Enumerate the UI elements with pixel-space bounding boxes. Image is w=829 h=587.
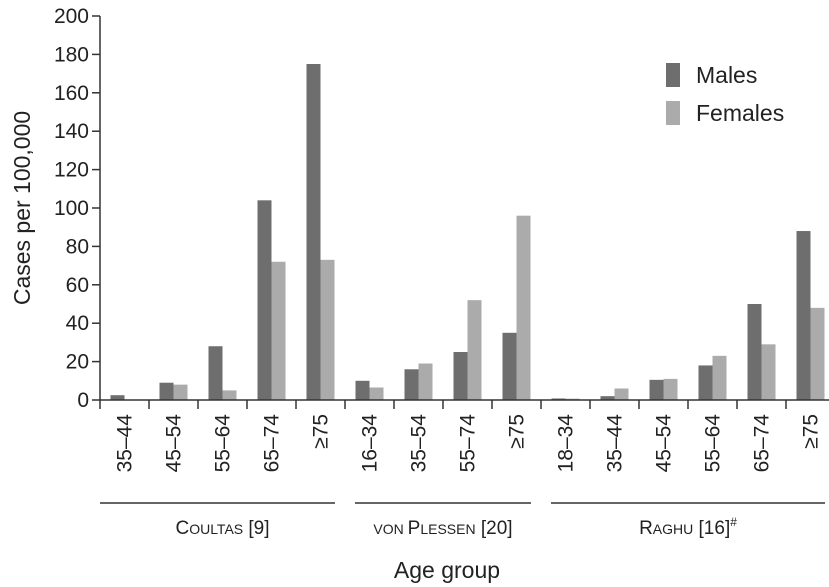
male-bar <box>404 369 419 400</box>
male-bar <box>649 379 664 400</box>
x-axis-title: Age group <box>394 557 500 583</box>
x-tick-label: 16–34 <box>359 414 382 473</box>
x-tick-label: 35–44 <box>114 414 137 473</box>
legend-swatch <box>666 63 680 87</box>
female-bar <box>173 384 188 400</box>
x-tick-label: ≥75 <box>800 414 823 449</box>
x-axis: 35–44 45–54 55–64 65–74 ≥75 16–34 35–54 55–74 ≥7… <box>99 399 829 473</box>
y-tick-label: 160 <box>54 82 89 105</box>
male-bar <box>159 382 174 400</box>
group-label: COULTAS [9] <box>175 518 269 539</box>
y-tick-label: 40 <box>66 312 89 335</box>
y-axis-title: Cases per 100,000 <box>9 111 35 305</box>
legend-label: Males <box>696 62 757 88</box>
legend-label: Females <box>696 100 784 126</box>
y-tick-label: 180 <box>54 43 89 66</box>
male-bar <box>796 231 811 400</box>
y-tick-label: 200 <box>54 5 89 28</box>
y-tick-label: 60 <box>66 274 89 297</box>
x-tick-label: 65–74 <box>261 414 284 473</box>
male-bar <box>747 304 762 400</box>
y-tick-label: 100 <box>54 197 89 220</box>
legend: Males Females <box>666 62 784 126</box>
female-bar <box>418 363 433 400</box>
y-tick-label: 80 <box>66 235 89 258</box>
female-bar <box>810 307 825 400</box>
x-tick-label: 55–74 <box>457 414 480 473</box>
female-bar <box>516 215 531 400</box>
x-tick-label: 35–54 <box>408 414 431 473</box>
male-bar <box>208 346 223 400</box>
male-bar <box>453 352 468 400</box>
male-bar <box>110 395 125 400</box>
x-tick-label: 35–44 <box>604 414 627 473</box>
male-bar <box>698 365 713 400</box>
y-tick-label: 20 <box>66 351 89 374</box>
group-label: RAGHU [16]# <box>639 515 737 539</box>
study-groups: COULTAS [9] VON PLESSEN [20] RAGHU [16]# <box>100 502 825 539</box>
female-bar <box>222 390 237 400</box>
male-bar <box>257 200 272 400</box>
y-axis: 0 20 40 60 80 100 120 140 160 180 200 <box>54 5 101 412</box>
x-tick-label: 45–54 <box>653 414 676 473</box>
x-tick-label: 45–54 <box>163 414 186 473</box>
y-tick-label: 120 <box>54 159 89 182</box>
y-tick-label: 140 <box>54 120 89 143</box>
female-bar <box>614 388 629 400</box>
male-bar <box>600 396 615 400</box>
legend-swatch <box>666 101 680 125</box>
female-bar <box>467 300 482 400</box>
x-tick-label: 55–64 <box>212 414 235 473</box>
x-tick-label: 55–64 <box>702 414 725 473</box>
x-tick-label: 18–34 <box>555 414 578 473</box>
female-bar <box>712 355 727 400</box>
group-label: VON PLESSEN [20] <box>373 518 512 539</box>
male-bar <box>355 380 370 400</box>
x-tick-label: ≥75 <box>506 414 529 449</box>
female-bar <box>761 344 776 400</box>
male-bar <box>502 332 517 400</box>
x-tick-label: 65–74 <box>751 414 774 473</box>
female-bar <box>663 378 678 400</box>
male-bar <box>551 398 566 400</box>
female-bar <box>320 259 335 400</box>
y-tick-label: 0 <box>77 389 89 412</box>
x-tick-label: ≥75 <box>310 414 333 449</box>
bars <box>110 64 825 400</box>
female-bar <box>271 261 286 400</box>
female-bar <box>369 387 384 400</box>
male-bar <box>306 64 321 400</box>
